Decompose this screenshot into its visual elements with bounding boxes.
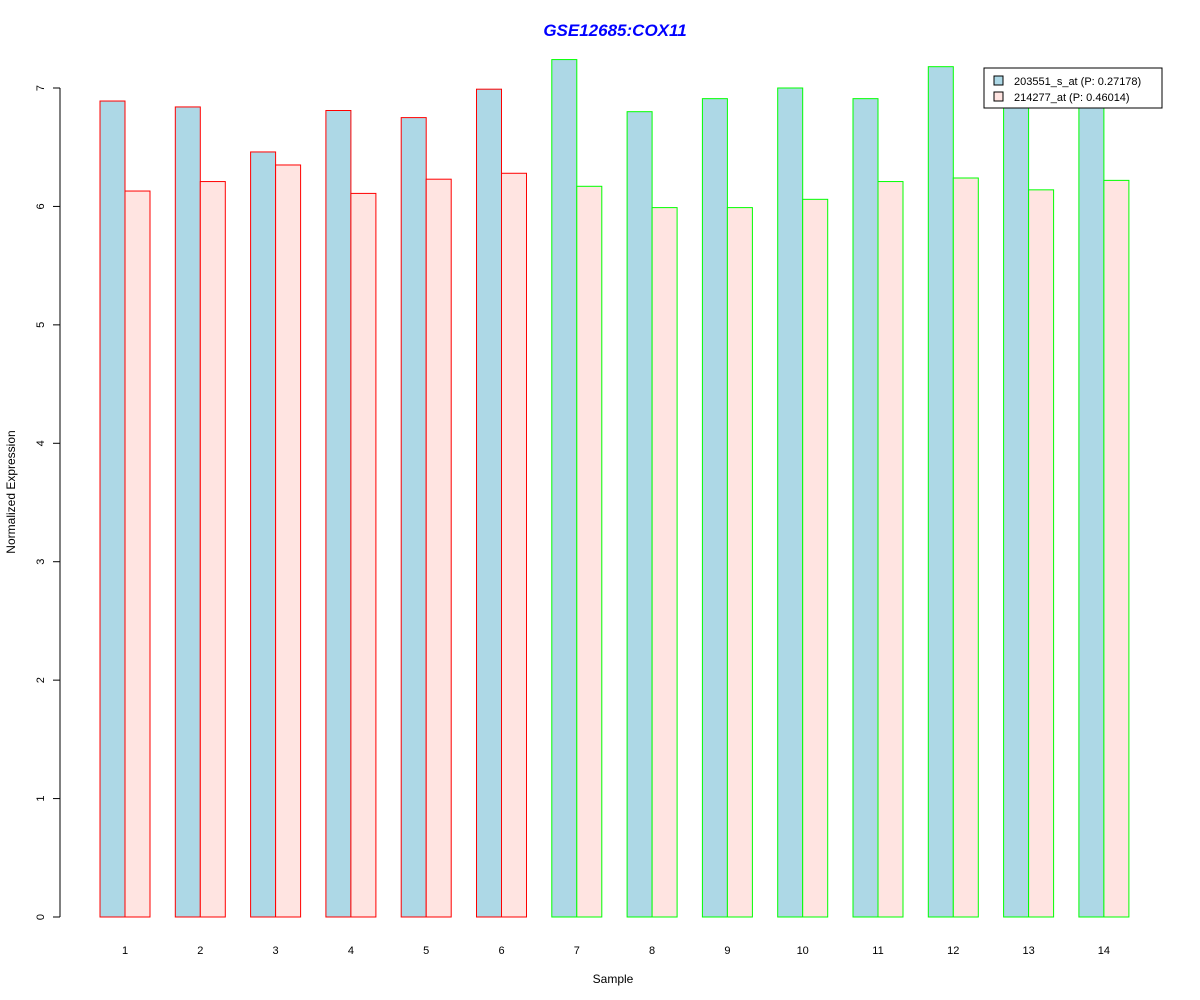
legend-label-1: 203551_s_at (P: 0.27178) bbox=[1014, 76, 1141, 88]
x-tick-label: 7 bbox=[574, 945, 580, 957]
x-tick-label: 13 bbox=[1022, 945, 1034, 957]
bar-sample-14-series-1 bbox=[1078, 104, 1105, 918]
legend-swatch-2 bbox=[993, 91, 1004, 102]
y-tick-label: 0 bbox=[35, 914, 47, 920]
bar-sample-8-series-2 bbox=[651, 207, 678, 918]
bar-sample-2-series-1 bbox=[174, 106, 201, 918]
x-tick-label: 6 bbox=[498, 945, 504, 957]
x-tick-label: 4 bbox=[348, 945, 354, 957]
x-tick-label: 5 bbox=[423, 945, 429, 957]
y-tick-label: 6 bbox=[35, 203, 47, 209]
bar-sample-6-series-1 bbox=[476, 88, 502, 918]
x-tick-label: 14 bbox=[1098, 945, 1110, 957]
bar-sample-3-series-1 bbox=[250, 151, 277, 918]
x-tick-label: 2 bbox=[197, 945, 203, 957]
x-tick-label: 9 bbox=[724, 945, 730, 957]
x-axis-title: Sample bbox=[593, 972, 634, 986]
legend-label-2: 214277_at (P: 0.46014) bbox=[1014, 92, 1130, 104]
bar-sample-12-series-1 bbox=[927, 66, 954, 918]
bar-sample-3-series-2 bbox=[275, 164, 302, 918]
y-tick-label: 5 bbox=[35, 322, 47, 328]
bar-sample-5-series-1 bbox=[400, 117, 427, 918]
bar-sample-10-series-1 bbox=[777, 87, 804, 918]
x-tick-label: 12 bbox=[947, 945, 959, 957]
bar-sample-4-series-1 bbox=[325, 110, 352, 918]
y-tick-label: 4 bbox=[35, 440, 47, 446]
bars-group bbox=[99, 59, 1130, 918]
y-tick-label: 3 bbox=[35, 559, 47, 565]
bar-sample-1-series-1 bbox=[99, 100, 126, 918]
bar-sample-12-series-2 bbox=[952, 177, 979, 918]
legend: 203551_s_at (P: 0.27178) 214277_at (P: 0.… bbox=[983, 67, 1163, 109]
bar-sample-7-series-2 bbox=[576, 185, 603, 918]
bar-sample-8-series-1 bbox=[626, 111, 653, 918]
x-tick-label: 8 bbox=[649, 945, 655, 957]
legend-box bbox=[983, 67, 1163, 109]
y-tick-label: 1 bbox=[35, 796, 47, 802]
y-axis: 0 1 2 3 4 5 6 7 bbox=[35, 85, 61, 920]
bar-sample-13-series-2 bbox=[1028, 189, 1055, 918]
x-tick-label: 1 bbox=[122, 945, 128, 957]
bar-sample-4-series-2 bbox=[350, 192, 377, 918]
x-tick-label: 3 bbox=[273, 945, 279, 957]
bar-sample-5-series-2 bbox=[425, 178, 452, 918]
y-axis-title: Normalized Expression bbox=[4, 430, 18, 553]
bar-sample-2-series-2 bbox=[199, 181, 226, 918]
bar-sample-7-series-1 bbox=[551, 59, 578, 918]
chart-title: GSE12685:COX11 bbox=[543, 21, 686, 40]
y-tick-label: 7 bbox=[35, 85, 47, 91]
bar-sample-10-series-2 bbox=[802, 198, 829, 918]
bar-sample-11-series-1 bbox=[852, 98, 879, 918]
bar-sample-9-series-2 bbox=[726, 207, 753, 918]
bar-sample-6-series-2 bbox=[501, 172, 527, 918]
x-tick-label: 10 bbox=[797, 945, 809, 957]
y-tick-label: 2 bbox=[35, 677, 47, 683]
bar-sample-13-series-1 bbox=[1003, 98, 1030, 918]
x-axis: 1 2 3 4 5 6 7 8 9 10 11 12 13 14 bbox=[122, 945, 1110, 957]
bar-sample-9-series-1 bbox=[701, 98, 728, 918]
bar-sample-1-series-2 bbox=[124, 190, 151, 918]
bar-sample-11-series-2 bbox=[877, 181, 904, 918]
x-tick-label: 11 bbox=[872, 945, 883, 957]
legend-swatch-1 bbox=[993, 75, 1004, 86]
bar-sample-14-series-2 bbox=[1103, 179, 1130, 918]
